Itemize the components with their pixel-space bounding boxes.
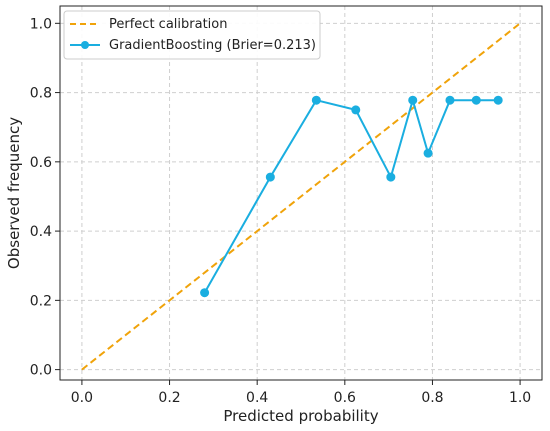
x-tick-label: 0.8 (421, 390, 443, 406)
data-point (386, 172, 396, 182)
plot-frame (60, 6, 542, 380)
data-point (445, 95, 455, 105)
y-tick-label: 0.2 (30, 293, 52, 309)
data-point (351, 105, 361, 115)
data-point (408, 95, 418, 105)
grid (60, 6, 542, 380)
data-point (200, 288, 210, 298)
y-axis-label: Observed frequency (5, 117, 23, 269)
y-tick-label: 0.0 (30, 363, 52, 379)
plot-area: 0.0 0.2 0.4 0.6 0.8 1.0 0.0 0.2 0.4 0.6 0.8 1.0 (30, 5, 543, 406)
x-tick-label: 1.0 (509, 390, 531, 406)
legend: Perfect calibration GradientBoosting (Br… (63, 10, 321, 60)
y-tick-label: 0.6 (30, 155, 52, 171)
y-axis-ticks: 0.0 0.2 0.4 0.6 0.8 1.0 (30, 16, 60, 379)
legend-box (63, 10, 321, 60)
plot-border (59, 5, 543, 381)
y-tick-label: 0.8 (30, 86, 52, 102)
x-tick-label: 0.6 (334, 390, 356, 406)
x-tick-label: 0.2 (158, 390, 180, 406)
data-point (423, 148, 433, 158)
legend-label-gradientboosting: GradientBoosting (Brier=0.213) (109, 38, 316, 53)
series-line-0 (81, 22, 521, 371)
data-point (265, 172, 275, 182)
legend-label-perfect-calibration: Perfect calibration (109, 17, 227, 32)
data-point (311, 95, 321, 105)
series-layer (81, 22, 521, 371)
x-tick-label: 0.0 (71, 390, 93, 406)
series-line-1 (203, 99, 499, 294)
y-tick-label: 0.4 (30, 224, 52, 240)
x-axis-label: Predicted probability (223, 407, 378, 425)
data-point (471, 95, 481, 105)
y-tick-label: 1.0 (30, 16, 52, 32)
x-tick-label: 0.4 (246, 390, 268, 406)
legend-marker-gradientboosting (81, 41, 89, 49)
x-axis-ticks: 0.0 0.2 0.4 0.6 0.8 1.0 (71, 380, 531, 406)
data-point (493, 95, 503, 105)
